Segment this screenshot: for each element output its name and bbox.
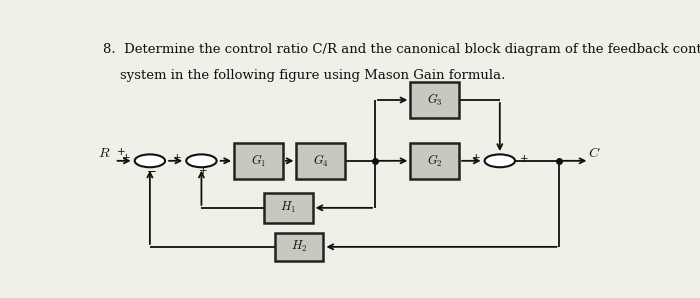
Text: $H_1$: $H_1$	[280, 200, 296, 215]
Text: $G_2$: $G_2$	[427, 153, 442, 169]
Text: +: +	[199, 166, 208, 176]
FancyBboxPatch shape	[264, 193, 313, 223]
Text: system in the following figure using Mason Gain formula.: system in the following figure using Mas…	[103, 69, 505, 82]
Circle shape	[134, 154, 165, 167]
Circle shape	[186, 154, 216, 167]
Text: +: +	[122, 153, 130, 163]
Text: +: +	[472, 153, 480, 163]
FancyBboxPatch shape	[274, 233, 323, 261]
Text: +: +	[520, 154, 529, 164]
FancyBboxPatch shape	[410, 82, 459, 118]
Text: $C$: $C$	[588, 146, 601, 160]
Text: 8.  Determine the control ratio C/R and the canonical block diagram of the feedb: 8. Determine the control ratio C/R and t…	[103, 43, 700, 56]
FancyBboxPatch shape	[296, 143, 345, 179]
FancyBboxPatch shape	[410, 143, 459, 179]
Text: $H_2$: $H_2$	[291, 239, 307, 254]
Text: +: +	[174, 153, 182, 163]
Text: $G_3$: $G_3$	[427, 92, 442, 108]
Text: $R$: $R$	[98, 146, 111, 160]
Text: $G_4$: $G_4$	[313, 153, 329, 169]
Text: −: −	[147, 165, 157, 178]
Text: $G_1$: $G_1$	[251, 153, 266, 169]
FancyBboxPatch shape	[234, 143, 283, 179]
Circle shape	[484, 154, 515, 167]
Text: +: +	[117, 147, 125, 157]
